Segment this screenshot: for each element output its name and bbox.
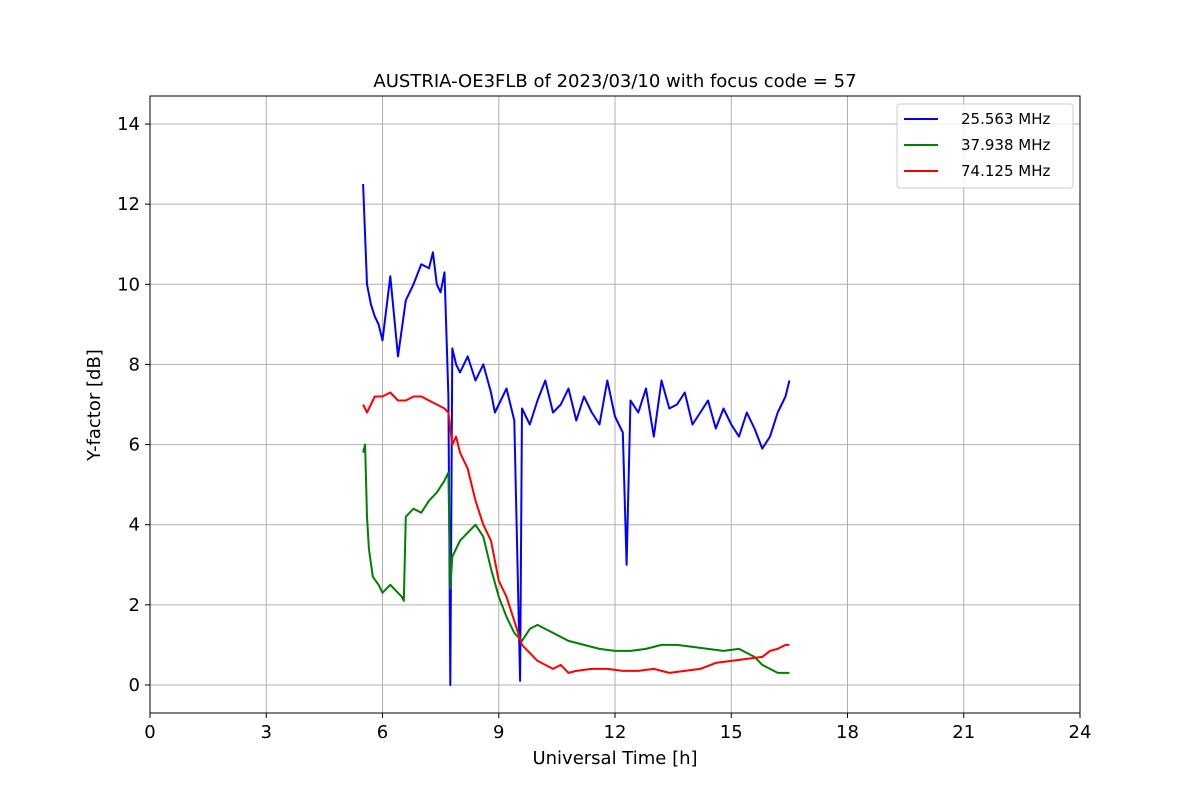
legend: 25.563 MHz 37.938 MHz 74.125 MHz (896, 103, 1074, 189)
x-tick-label: 18 (836, 722, 859, 743)
x-axis-label: Universal Time [h] (532, 748, 697, 769)
y-axis-label: Y-factor [dB] (84, 349, 105, 462)
series-line-3 (362, 391, 790, 674)
series-layer (362, 184, 791, 686)
y-tick-label: 2 (129, 595, 140, 616)
y-tick-label: 10 (117, 274, 140, 295)
y-tick-label: 12 (117, 194, 140, 215)
x-tick-label: 15 (720, 722, 743, 743)
x-tick-label: 9 (493, 722, 504, 743)
legend-label: 74.125 MHz (961, 162, 1050, 180)
x-tick-label: 12 (604, 722, 627, 743)
x-tick-label: 0 (144, 722, 155, 743)
y-tick-label: 8 (129, 354, 140, 375)
legend-label: 25.563 MHz (961, 110, 1050, 128)
series-line-2 (362, 443, 790, 674)
x-tick-label: 6 (377, 722, 388, 743)
x-tick-label: 24 (1069, 722, 1092, 743)
x-tick-label: 3 (261, 722, 272, 743)
y-tick-label: 4 (129, 515, 140, 536)
y-tick-label: 6 (129, 435, 140, 456)
chart-title: AUSTRIA-OE3FLB of 2023/03/10 with focus … (373, 71, 856, 92)
legend-label: 37.938 MHz (961, 136, 1050, 154)
y-tick-label: 14 (117, 114, 140, 135)
y-tick-label: 0 (129, 675, 140, 696)
legend-box (896, 103, 1074, 189)
series-line-1 (362, 184, 791, 686)
x-tick-label: 21 (952, 722, 975, 743)
